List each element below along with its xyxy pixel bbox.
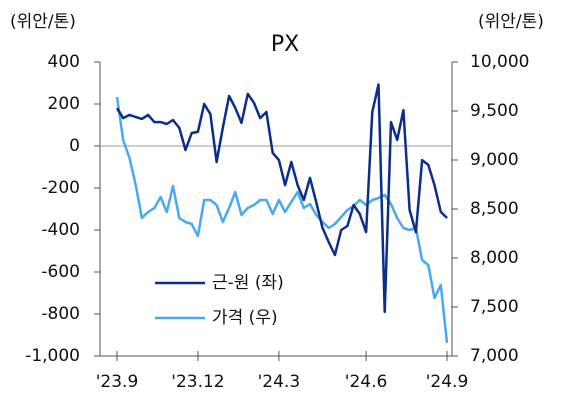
- legend-label: 가격 (우): [212, 308, 278, 328]
- y-tick-label: -400: [41, 220, 80, 240]
- y-tick-label: -1,000: [25, 346, 80, 366]
- y2-tick-label: 7,500: [470, 297, 519, 317]
- y2-tick-label: 10,000: [470, 52, 529, 72]
- y-tick-label: -800: [41, 304, 80, 324]
- y-tick-label: 200: [48, 94, 80, 114]
- chart-title: PX: [271, 32, 299, 57]
- y-tick-label: 0: [69, 136, 80, 156]
- series-line: [115, 83, 448, 314]
- y-tick-label: 400: [48, 52, 80, 72]
- legend-label: 근-원 (좌): [212, 273, 284, 293]
- x-tick-label: '24.9: [426, 372, 469, 392]
- y2-tick-label: 7,000: [470, 346, 519, 366]
- y2-axis-unit: (위안/톤): [478, 12, 544, 32]
- y2-tick-label: 9,500: [470, 101, 519, 121]
- y2-tick-label: 8,500: [470, 199, 519, 219]
- y-tick-label: -200: [41, 178, 80, 198]
- y-axis-unit: (위안/톤): [10, 12, 76, 32]
- y2-tick-label: 9,000: [470, 150, 519, 170]
- y-tick-label: -600: [41, 262, 80, 282]
- series-line: [115, 96, 449, 344]
- x-tick-label: '23.12: [171, 372, 224, 392]
- x-tick-label: '24.6: [345, 372, 388, 392]
- x-tick-label: '24.3: [258, 372, 301, 392]
- x-tick-label: '23.9: [96, 372, 139, 392]
- y2-tick-label: 8,000: [470, 248, 519, 268]
